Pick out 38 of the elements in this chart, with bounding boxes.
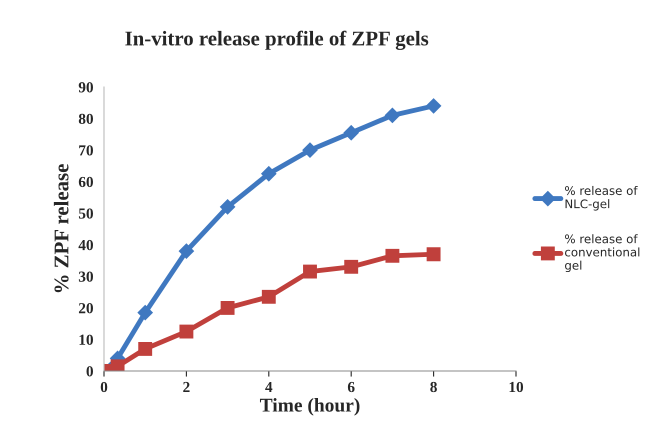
x-tick-label: 6 [348,382,355,392]
y-axis-title: % ZPF release [54,164,69,292]
y-tick-label: 20 [78,303,93,314]
point [426,247,441,262]
legend-label: % release of NLC-gel [565,186,638,211]
point [178,244,194,259]
y-tick-label: 70 [79,145,93,156]
point [220,300,235,315]
point [138,305,153,320]
point [344,260,358,274]
x-tick-label: 10 [510,382,524,392]
x-tick-label: 0 [100,382,108,392]
x-tick-label: 2 [183,382,190,392]
point [110,359,125,371]
point [302,142,318,158]
y-tick-label: 40 [78,240,93,250]
y-tick-label: 0 [86,366,93,376]
y-tick-label: 10 [80,334,93,345]
x-tick-label: 4 [265,382,272,392]
point [261,166,276,182]
y-tick-label: 50 [78,208,93,219]
point [303,264,317,279]
y-tick-label: 60 [78,176,93,188]
legend-label: % release of conventional gel [565,234,640,272]
point [262,290,276,304]
x-axis-title: Time (hour) [260,398,360,416]
point [384,108,400,123]
x-tick-label: 8 [430,382,437,392]
point [138,342,152,356]
y-tick-label: 80 [78,114,93,124]
chart-title: In-vitro release profile of ZPF gels [125,30,428,50]
y-tick-label: 90 [78,82,93,92]
y-tick-label: 30 [78,271,93,282]
point [426,98,442,114]
point [385,248,400,263]
point [179,324,194,338]
point [220,199,236,214]
point [344,125,359,140]
